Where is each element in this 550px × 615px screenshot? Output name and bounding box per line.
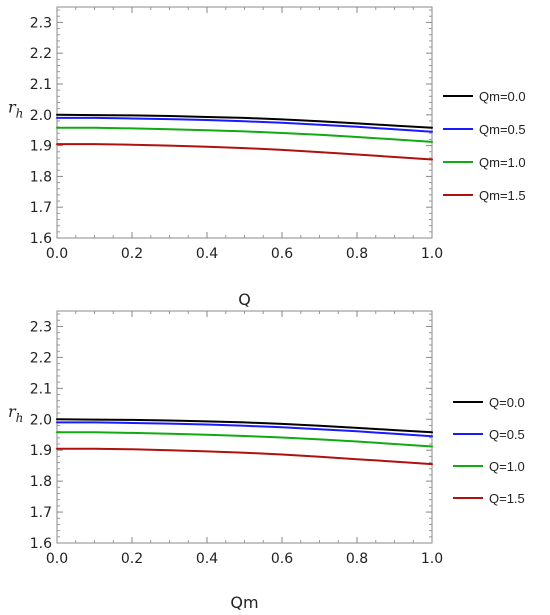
plot-frame — [56, 6, 433, 239]
x-tick-label: 1.0 — [421, 246, 443, 262]
plot-frame — [56, 310, 433, 544]
x-tick-label: 0.6 — [271, 551, 293, 567]
y-tick-label: 1.6 — [30, 231, 52, 247]
series-line-1 — [56, 418, 433, 434]
y-tick-label: 2.2 — [30, 350, 52, 366]
legend-label-4: Q=1.5 — [489, 491, 525, 506]
y-tick-label: 2.3 — [30, 319, 52, 335]
legend-label-3: Q=1.0 — [489, 459, 525, 474]
y-tick-label: 1.6 — [30, 536, 52, 552]
x-tick-label: 0.2 — [121, 551, 143, 567]
x-tick-label: 1.0 — [421, 551, 443, 567]
y-tick-label: 2.0 — [30, 412, 52, 428]
series-line-1 — [56, 113, 433, 129]
y-axis-label: rh — [8, 402, 23, 425]
legend-label-1: Qm=0.0 — [479, 89, 526, 104]
series-line-4 — [56, 447, 433, 466]
y-axis-label-subscript: h — [16, 411, 24, 425]
y-tick-label: 1.8 — [30, 169, 52, 185]
x-axis-label: Q — [238, 290, 251, 309]
x-axis-label: Qm — [230, 593, 258, 612]
legend-label-3: Qm=1.0 — [479, 155, 526, 170]
chart-panel-1: 0.0 0.2 0.4 0.6 0.8 1.0 1.6 1.7 1.8 1.9 2.0 2.1 2.2 2… — [8, 6, 526, 309]
x-tick-label: 0.8 — [346, 551, 368, 567]
y-tick-label: 1.7 — [30, 200, 52, 216]
y-axis-label-main: r — [8, 98, 17, 117]
x-tick-label: 0.8 — [346, 246, 368, 262]
x-tick-label: 0.0 — [46, 551, 68, 567]
y-tick-label: 1.7 — [30, 505, 52, 521]
y-axis-label: rh — [8, 98, 23, 121]
y-axis-label-subscript: h — [16, 107, 24, 121]
y-tick-label: 2.0 — [30, 108, 52, 124]
y-axis-label-main: r — [8, 402, 17, 421]
y-tick-label: 1.8 — [30, 474, 52, 490]
y-tick-label: 2.2 — [30, 46, 52, 62]
x-tick-label: 0.0 — [46, 246, 68, 262]
y-tick-label: 1.9 — [30, 443, 52, 459]
series-line-3 — [56, 431, 433, 448]
x-tick-label: 0.6 — [271, 246, 293, 262]
x-tick-label: 0.2 — [121, 246, 143, 262]
series-line-2 — [56, 116, 433, 133]
series-line-3 — [56, 126, 433, 143]
chart-panel-2: 0.0 0.2 0.4 0.6 0.8 1.0 1.6 1.7 1.8 1.9 2.0 2.1 2.2 2… — [8, 310, 525, 612]
y-tick-label: 2.1 — [30, 77, 52, 93]
legend-label-1: Q=0.0 — [489, 395, 525, 410]
series-line-2 — [56, 421, 433, 438]
legend-label-4: Qm=1.5 — [479, 188, 526, 203]
legend-label-2: Q=0.5 — [489, 427, 525, 442]
x-tick-label: 0.4 — [196, 246, 218, 262]
y-tick-label: 2.3 — [30, 15, 52, 31]
legend-label-2: Qm=0.5 — [479, 122, 526, 137]
series-line-4 — [56, 143, 433, 161]
y-tick-label: 2.1 — [30, 381, 52, 397]
y-tick-label: 1.9 — [30, 139, 52, 155]
x-tick-label: 0.4 — [196, 551, 218, 567]
